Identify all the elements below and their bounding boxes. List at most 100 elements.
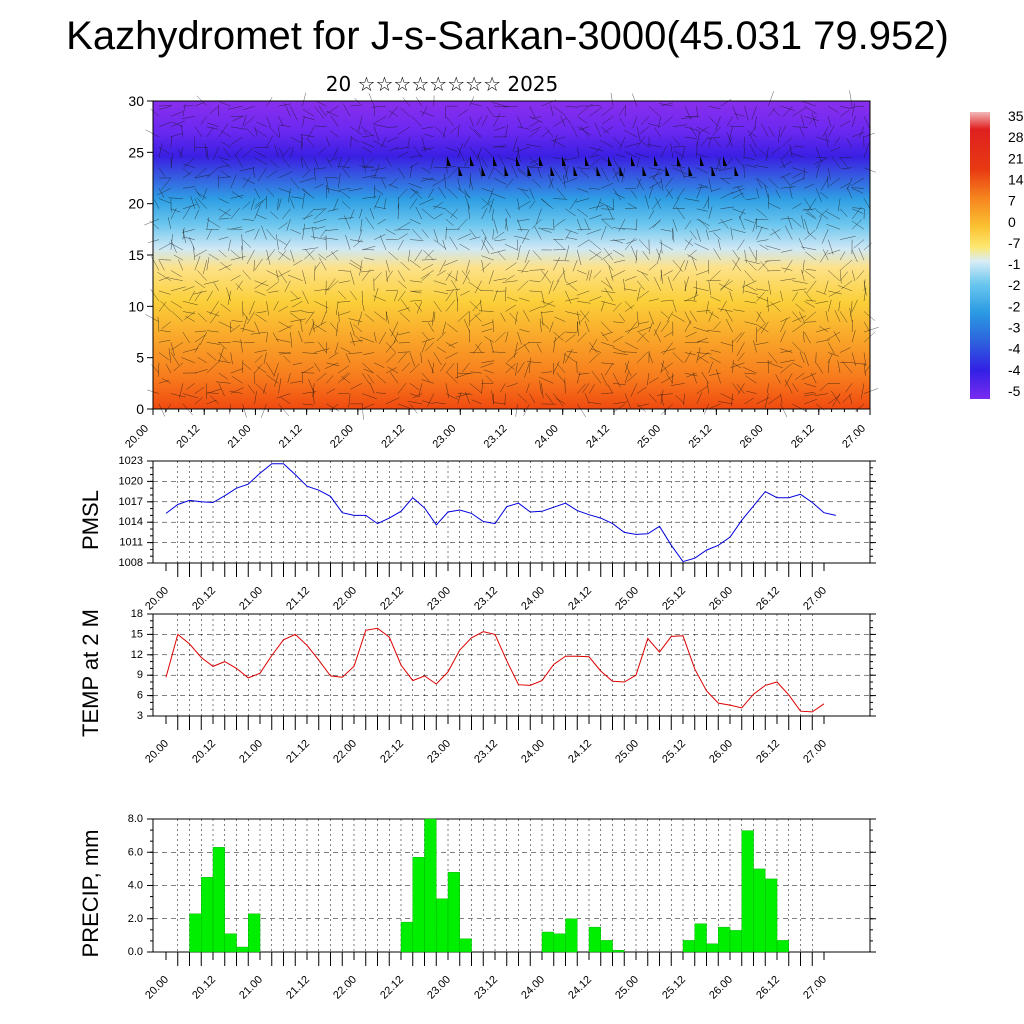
wind-barb: [684, 126, 700, 132]
wind-barb: [275, 269, 279, 281]
x-tick-label: 20.12: [190, 738, 218, 766]
wind-barb: [743, 136, 745, 148]
wind-barb: [624, 360, 630, 374]
wind-barb: [578, 126, 590, 131]
chart-subtitle: 20 ☆☆☆☆☆☆☆☆ 2025: [325, 72, 559, 96]
wind-flag: [562, 156, 566, 166]
wind-barb: [290, 380, 303, 384]
wind-barb: [338, 290, 347, 300]
wind-barb: [624, 142, 640, 148]
wind-barb: [306, 138, 315, 148]
wind-barb: [708, 361, 713, 374]
wind-barb: [839, 311, 848, 323]
wind-flag: [573, 166, 578, 176]
wind-barb: [507, 352, 518, 363]
wind-barb: [207, 392, 219, 394]
wind-barb: [536, 208, 542, 224]
wind-barb: [182, 205, 192, 220]
wind-barb: [648, 263, 657, 271]
precip-bar: [236, 946, 249, 953]
wind-barb: [624, 276, 637, 281]
wind-barb: [851, 329, 856, 343]
wind-barb: [300, 134, 315, 138]
wind-barb: [330, 251, 339, 261]
wind-barb: [833, 136, 841, 146]
wind-barb: [348, 318, 363, 322]
wind-barb: [445, 116, 454, 127]
wind-barb: [463, 136, 470, 149]
wind-barb: [647, 144, 661, 148]
wind-barb: [505, 304, 517, 312]
wind-flag: [654, 156, 658, 166]
wind-barb: [859, 126, 865, 138]
wind-barb: [421, 372, 430, 382]
wind-barb: [373, 188, 384, 195]
wind-barb: [433, 239, 447, 249]
wind-barb: [730, 227, 733, 240]
wind-barb: [660, 102, 674, 107]
wind-barb: [302, 116, 305, 127]
wind-barb: [397, 351, 411, 353]
wind-barb: [148, 239, 160, 243]
wind-barb: [614, 192, 626, 199]
wind-barb: [708, 167, 722, 170]
wind-barb: [397, 403, 412, 410]
wind-barb: [648, 184, 654, 199]
wind-barb: [804, 290, 813, 302]
wind-barb: [266, 97, 273, 107]
wind-barb: [209, 105, 219, 115]
precip-bar: [541, 931, 554, 953]
wind-barb: [230, 195, 244, 199]
wind-barb: [538, 376, 554, 384]
wind-barb: [588, 402, 602, 405]
wind-barb: [278, 147, 284, 157]
wind-barb: [660, 300, 674, 302]
wind-barb: [481, 260, 485, 273]
wind-barb: [648, 393, 657, 403]
wind-barb: [206, 218, 221, 228]
wind-barb: [468, 311, 470, 326]
wind-barb: [545, 393, 554, 405]
wind-barb: [420, 270, 434, 279]
x-tick-label: 26.00: [707, 974, 735, 1002]
wind-barb: [385, 229, 396, 235]
wind-barb: [517, 126, 530, 130]
wind-barb: [286, 219, 291, 232]
wind-barb: [313, 323, 327, 333]
wind-barb: [194, 209, 200, 220]
wind-barb: [223, 147, 231, 158]
wind-barb: [158, 290, 171, 295]
wind-barb: [314, 265, 316, 281]
wind-barb: [242, 201, 251, 209]
wind-barb: [684, 320, 692, 333]
x-tick-label: 25.00: [613, 738, 641, 766]
wind-barb: [822, 126, 829, 138]
wind-barb: [168, 197, 183, 199]
wind-barb: [685, 331, 697, 338]
wind-barb: [412, 393, 423, 399]
wind-barb: [373, 272, 382, 281]
wind-barb: [608, 265, 614, 281]
wind-barb: [660, 269, 662, 281]
wind-barb: [230, 126, 247, 130]
x-tick-label: 24.12: [566, 974, 594, 1002]
wind-barb: [709, 270, 721, 281]
wind-barb: [421, 229, 429, 238]
wind-barb: [578, 372, 590, 375]
wind-barb: [170, 300, 183, 309]
wind-barb: [361, 362, 374, 373]
wind-barb: [218, 236, 229, 240]
wind-barb: [730, 362, 745, 368]
wind-barb: [469, 229, 477, 238]
wind-barb: [200, 116, 208, 125]
wind-barb: [338, 365, 350, 374]
wind-barb: [556, 372, 566, 384]
wind-barb: [515, 311, 518, 325]
wind-flag: [458, 166, 463, 176]
wind-barb: [290, 249, 295, 263]
wind-barb: [421, 337, 435, 343]
wind-barb: [638, 290, 650, 299]
wind-barb: [715, 369, 721, 384]
wind-barb: [565, 105, 578, 108]
wind-barb: [600, 331, 609, 342]
